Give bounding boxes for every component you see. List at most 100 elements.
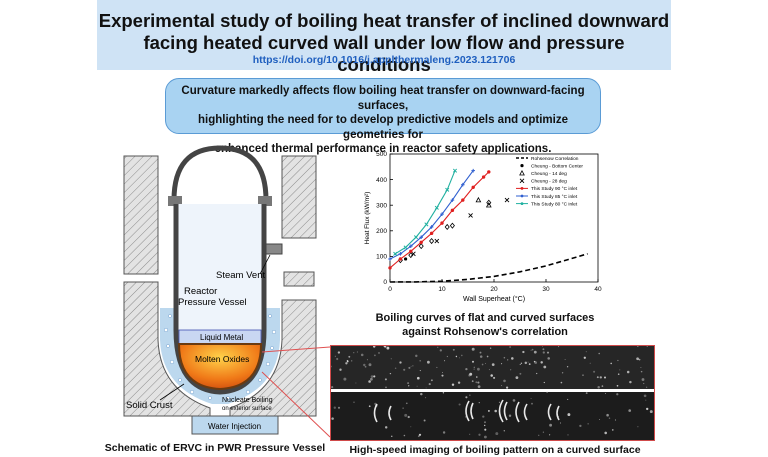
bubble-speck [597, 386, 600, 389]
bubble-speck [503, 356, 506, 359]
concrete-wall-left-upper [123, 155, 159, 275]
bubble-speck [343, 377, 347, 381]
bubble-speck [598, 419, 600, 421]
bubble-speck [430, 379, 433, 382]
bubble-speck [519, 364, 521, 365]
data-point [408, 252, 414, 259]
bubble-speck [399, 361, 402, 364]
bubble-speck [465, 367, 468, 371]
vessel-flange-right [258, 196, 272, 206]
bubble-speck [407, 415, 410, 419]
data-point [413, 235, 419, 240]
y-axis-label: Heat Flux (kW/m²) [364, 192, 371, 245]
data-point [450, 208, 455, 213]
bubble-speck [334, 355, 336, 357]
bubble-speck [511, 357, 514, 360]
bubble-speck [646, 407, 649, 411]
bubble-speck [494, 409, 497, 413]
bubble-speck [337, 351, 341, 354]
bubble-speck [394, 367, 397, 369]
bubble-speck [353, 352, 355, 354]
x-tick-label: 10 [438, 286, 446, 293]
bubble-speck [420, 392, 423, 396]
data-point [434, 238, 440, 244]
bubble-speck [479, 355, 483, 358]
doi-link[interactable]: https://doi.org/10.1016/j.applthermaleng… [252, 54, 516, 66]
data-point [388, 266, 392, 270]
bubble-speck [585, 351, 587, 353]
bubble-speck [428, 383, 431, 386]
x-tick-label: 0 [388, 286, 392, 293]
data-point [445, 187, 450, 192]
data-point [468, 213, 473, 218]
data-point [419, 235, 423, 239]
bubble-speck [637, 346, 639, 347]
bubble-speck [389, 372, 392, 375]
bubble-speck [425, 387, 427, 389]
bubble-speck [408, 366, 411, 369]
bubble-speck [546, 391, 548, 393]
data-point [450, 198, 455, 202]
data-point [471, 185, 475, 189]
bubble-speck [419, 360, 421, 362]
bubble-speck [460, 354, 463, 357]
concrete-cavity-wall [123, 281, 211, 417]
x-tick-label: 40 [594, 286, 602, 293]
bubble-speck [567, 413, 571, 417]
bubble-speck [503, 430, 505, 432]
bubble-speck [610, 362, 613, 365]
data-point [418, 243, 424, 250]
bubble-speck [560, 381, 563, 384]
bubble-speck [464, 416, 467, 418]
data-point [461, 182, 465, 187]
bubble-speck [549, 423, 553, 427]
bubble-speck [331, 386, 334, 389]
chart-caption: Boiling curves of flat and curved surfac… [355, 311, 615, 339]
bubble-speck [372, 346, 376, 348]
bubble-speck [533, 360, 536, 363]
bubble-speck [437, 346, 439, 348]
bubble-speck [459, 357, 460, 359]
bubble-speck [353, 401, 355, 403]
data-point [419, 240, 423, 245]
legend-label: This Study 85 °C inlet [531, 194, 578, 200]
bubble-speck [416, 376, 420, 380]
bubble-speck [598, 352, 600, 355]
series-1 [404, 257, 408, 261]
series-6 [388, 168, 475, 261]
bubble-speck [528, 363, 531, 366]
series-7 [393, 168, 458, 256]
bubble-speck [616, 393, 619, 396]
data-point [475, 196, 482, 203]
bubble-speck [558, 346, 560, 348]
bubble-speck [348, 355, 351, 358]
bubble-speck [491, 363, 495, 366]
data-point [424, 222, 429, 227]
bubble-speck [530, 349, 532, 351]
y-tick-label: 0 [383, 279, 387, 286]
bubble-speck [628, 409, 632, 412]
bubble-speck [543, 381, 545, 384]
y-tick-label: 200 [376, 228, 387, 235]
bubble-speck [560, 422, 561, 424]
bubble-speck [506, 386, 509, 389]
bubble-speck [640, 370, 643, 373]
data-point [429, 238, 435, 245]
bubble-speck [530, 398, 532, 400]
bubble-speck [403, 434, 406, 437]
bubble-speck [481, 363, 484, 366]
bubble-speck [423, 419, 426, 422]
bubble-speck [442, 431, 446, 434]
bubble-speck [331, 417, 334, 420]
bubble-speck [469, 372, 473, 376]
bubble-speck [540, 361, 543, 364]
bubble-speck [493, 376, 496, 379]
bubble-speck [564, 358, 566, 360]
bubble-speck [567, 398, 569, 400]
y-tick-label: 500 [376, 151, 387, 158]
bubble-speck [337, 406, 341, 409]
bubble-speck [442, 372, 443, 373]
data-point [434, 205, 439, 210]
bubble-speck [478, 433, 481, 436]
